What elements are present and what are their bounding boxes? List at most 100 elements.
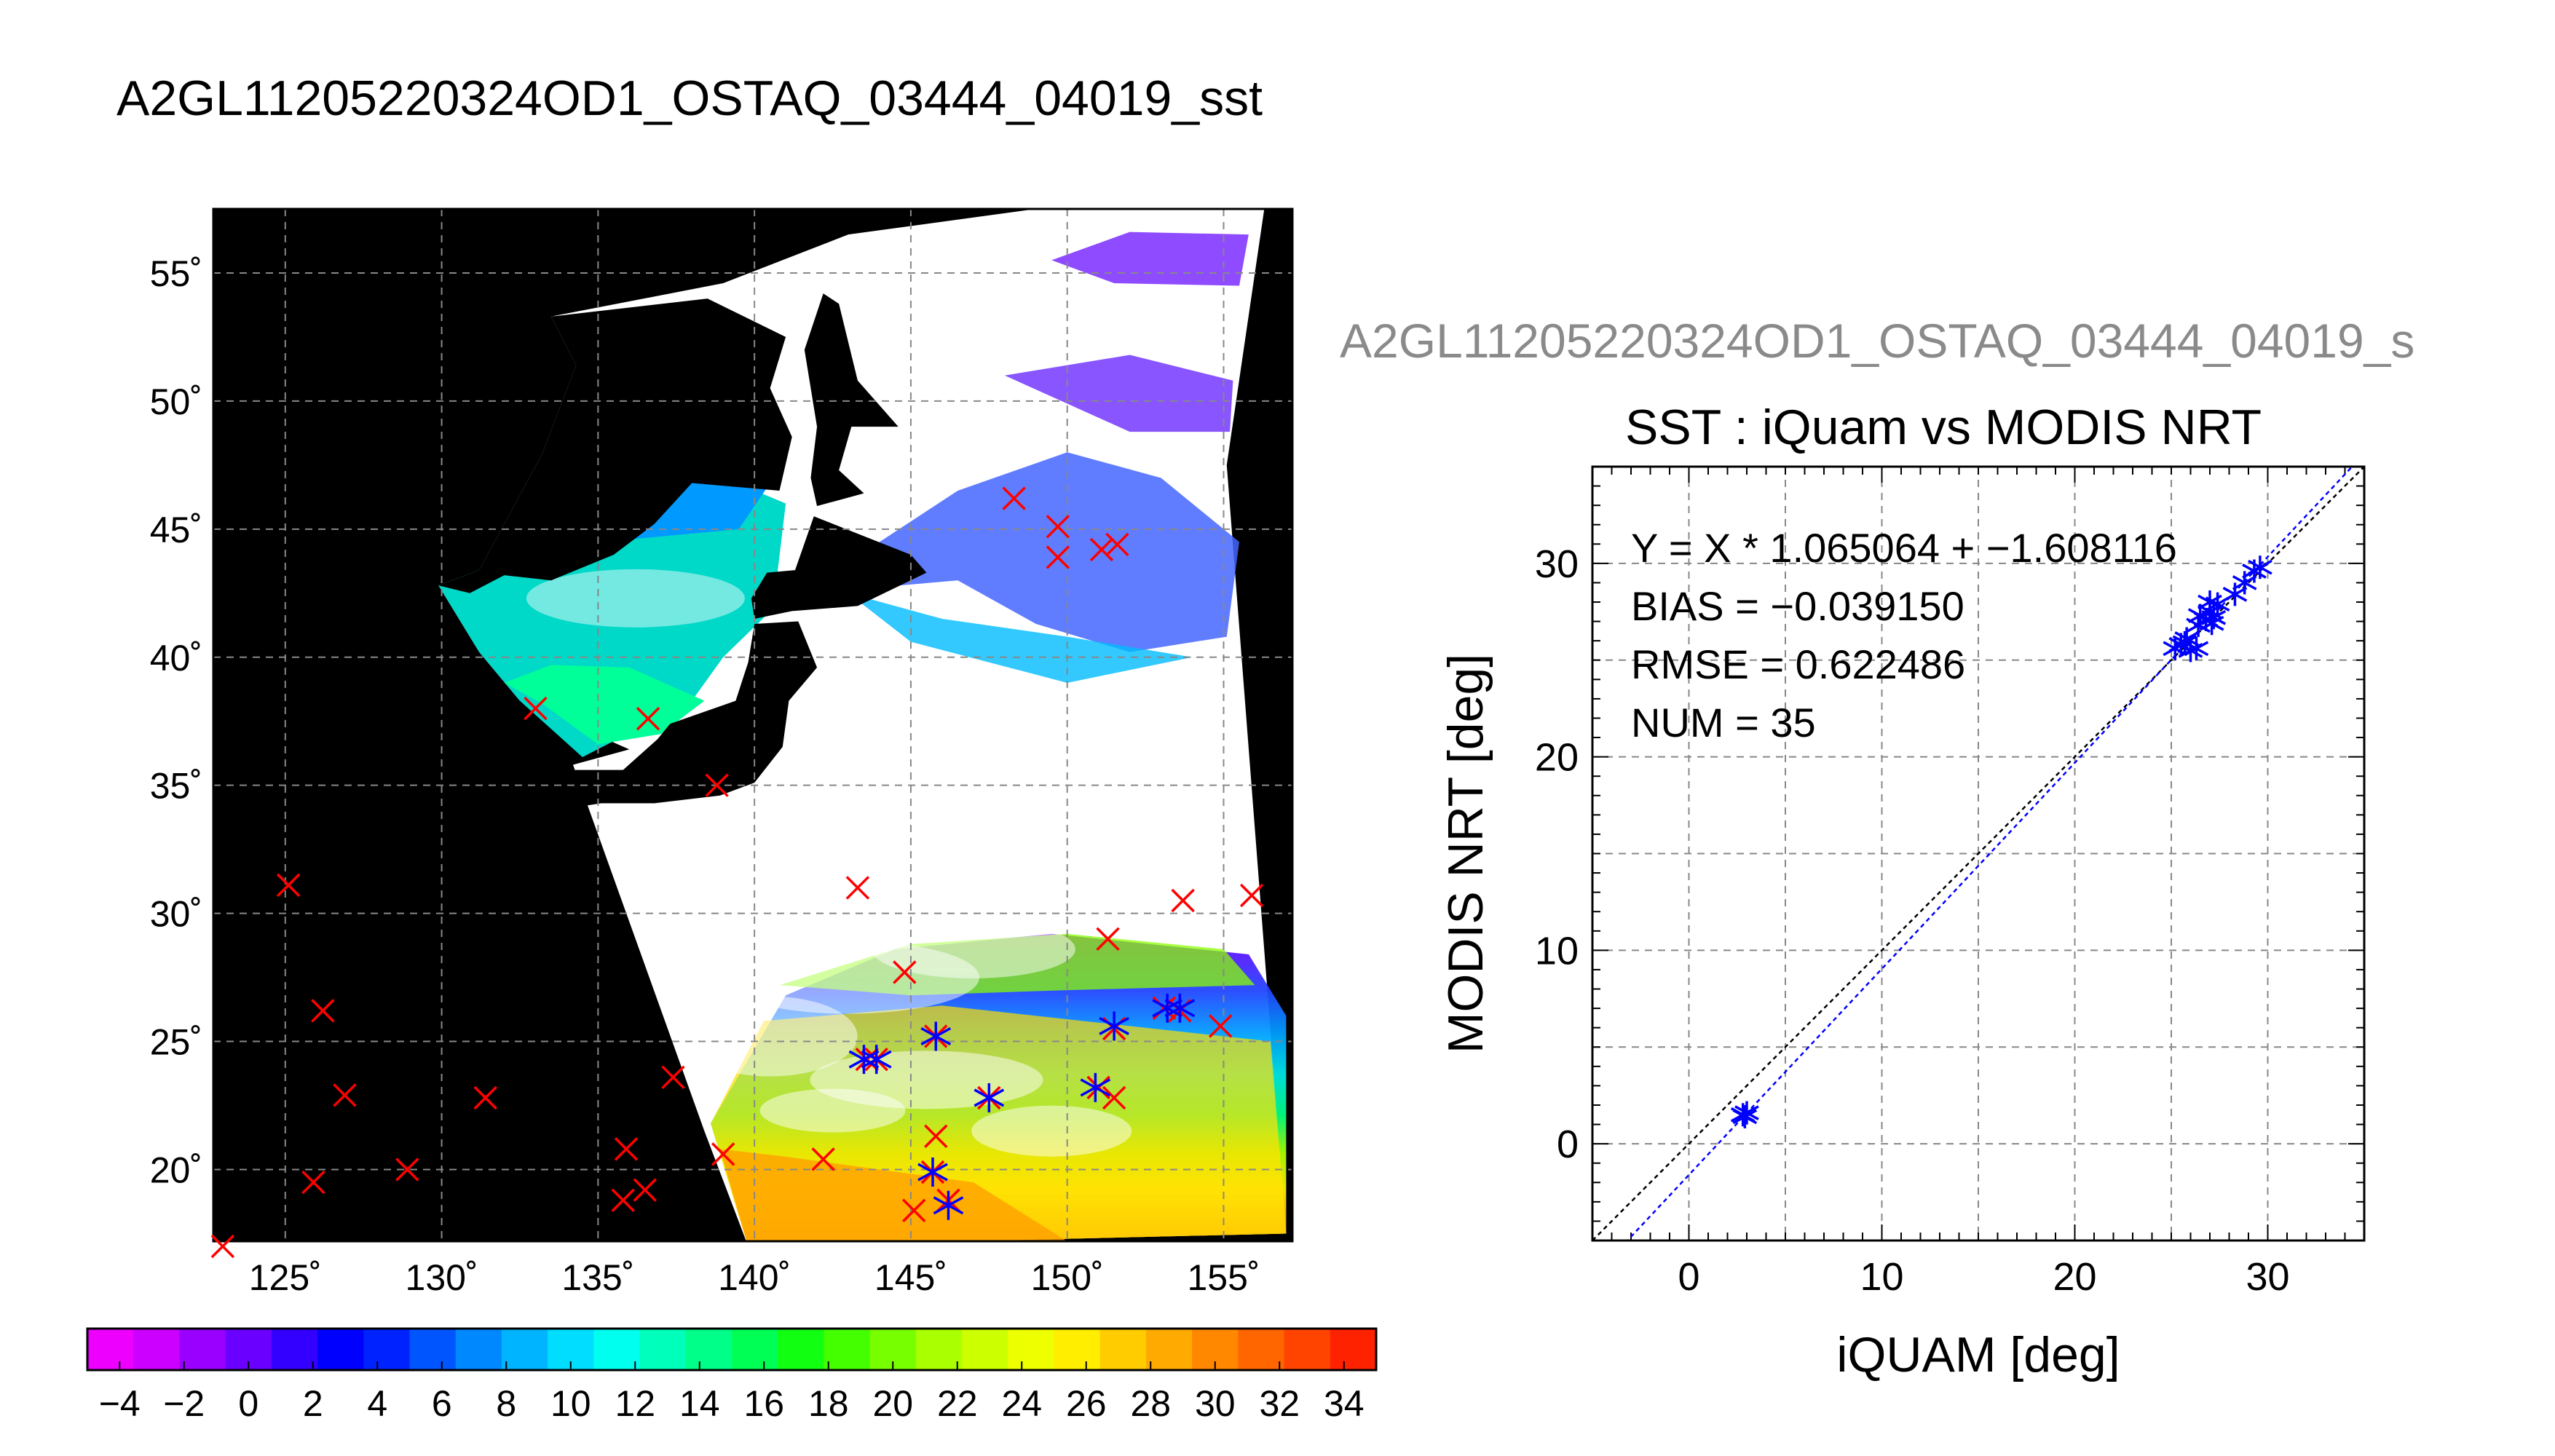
scatter-point: [2186, 613, 2211, 637]
iquam-match-marker: [524, 696, 548, 721]
colorbar-segment: [778, 1329, 824, 1370]
colorbar-tick-label: 24: [1001, 1383, 1042, 1424]
iquam-match-marker: [1096, 927, 1120, 951]
iquam-match-marker: [1208, 1014, 1233, 1038]
colorbar-tick-label: 16: [743, 1383, 784, 1424]
scatter-x-tick-label: 30: [2246, 1255, 2289, 1299]
colorbar-segment: [1284, 1329, 1331, 1370]
scatter-point: [2172, 630, 2197, 654]
lat-tick-label: 40˚: [150, 638, 202, 678]
lon-tick-label: 130˚: [406, 1257, 478, 1298]
iquam-match-marker: [301, 1170, 325, 1195]
colorbar-segment: [317, 1329, 364, 1370]
iquam-match-marker: [1102, 1085, 1126, 1110]
lon-tick-label: 155˚: [1187, 1257, 1260, 1298]
cloud-patch: [871, 919, 1075, 978]
cloud-patch: [759, 1088, 906, 1133]
iquam-match-marker: [276, 873, 301, 898]
scatter-y-tick-label: 0: [1557, 1123, 1579, 1166]
land-mass: [438, 298, 792, 593]
colorbar-tick-label: 0: [238, 1383, 258, 1424]
iquam-match-marker: [1002, 486, 1026, 510]
iquam-match-marker: [473, 1085, 497, 1110]
identity-line: [1592, 467, 2364, 1241]
sst-oyashio: [848, 593, 1193, 683]
overlapping-figure-title: A2GL11205220324OD1_OSTAQ_03444_04019_s: [1340, 314, 2415, 368]
bias-stat: BIAS = −0.039150: [1631, 583, 1964, 629]
iquam-match-marker: [1239, 883, 1264, 908]
colorbar-segment: [1238, 1329, 1285, 1370]
colorbar-segment: [732, 1329, 778, 1370]
land-mass: [479, 621, 818, 814]
iquam-match-marker: [705, 773, 729, 797]
scatter-y-tick-label: 20: [1535, 736, 1579, 780]
lat-tick-label: 20˚: [150, 1150, 202, 1190]
colorbar-tick-label: 32: [1259, 1383, 1300, 1424]
fit-equation: Y = X * 1.065064 + −1.608116: [1631, 525, 2177, 571]
rmse-stat: RMSE = 0.622486: [1631, 641, 1966, 687]
lon-tick-label: 145˚: [874, 1257, 947, 1298]
sst-kuril-cold: [1004, 355, 1233, 432]
iquam-match-marker: [1086, 1075, 1110, 1100]
modis-match-marker: [1080, 1072, 1111, 1102]
colorbar-segment: [593, 1329, 641, 1370]
colorbar-segment: [639, 1329, 687, 1370]
colorbar-tick-label: 18: [808, 1383, 849, 1424]
colorbar-tick-label: 34: [1324, 1383, 1365, 1424]
iquam-match-marker: [311, 999, 335, 1023]
land-mass: [804, 293, 899, 507]
scatter-x-tick-label: 0: [1678, 1255, 1699, 1299]
iquam-match-marker: [845, 876, 870, 900]
colorbar-segment: [685, 1329, 732, 1370]
colorbar-segment: [824, 1329, 871, 1370]
colorbar-frame: [86, 1327, 1378, 1372]
cloud-patch: [682, 996, 858, 1077]
modis-match-marker: [933, 1190, 964, 1220]
colorbar-segment: [179, 1329, 226, 1370]
colorbar-segment: [1099, 1329, 1147, 1370]
scatter-frame: [1591, 465, 2366, 1242]
main-title: A2GL11205220324OD1_OSTAQ_03444_04019_sst: [117, 71, 1263, 126]
colorbar-tick-label: 30: [1195, 1383, 1236, 1424]
colorbar-segment: [455, 1329, 502, 1370]
colorbar-segment: [962, 1329, 1008, 1370]
iquam-match-marker: [811, 1147, 835, 1171]
num-stat: NUM = 35: [1631, 700, 1816, 745]
lon-tick-label: 140˚: [718, 1257, 791, 1298]
iquam-match-marker: [661, 1065, 685, 1090]
modis-match-marker: [974, 1083, 1005, 1112]
colorbar-tick-label: 8: [496, 1383, 516, 1424]
iquam-match-marker: [1171, 888, 1195, 913]
colorbar-tick-label: 12: [615, 1383, 655, 1424]
scatter-point: [1732, 1104, 1758, 1128]
scatter-title: SST : iQuam vs MODIS NRT: [1625, 400, 2262, 455]
iquam-match-marker: [1046, 515, 1070, 539]
map-frame: [212, 207, 1294, 1243]
lon-tick-label: 150˚: [1031, 1257, 1104, 1298]
modis-match-marker: [1152, 993, 1183, 1023]
colorbar-segment: [87, 1329, 134, 1370]
sst-map-figure: 125˚ 130˚ 135˚ 140˚ 145˚ 150˚ 155˚ 20˚ 25˚ 30˚ 35˚…: [86, 207, 1378, 1424]
colorbar-segment: [501, 1329, 548, 1370]
colorbar-tick-label: 28: [1130, 1383, 1171, 1424]
land-mass: [751, 516, 927, 619]
lat-tick-label: 45˚: [150, 510, 202, 550]
scatter-point: [2248, 555, 2272, 579]
iquam-match-marker: [893, 960, 917, 984]
scatter-point: [2197, 590, 2222, 614]
colorbar-segment: [271, 1329, 318, 1370]
colorbar-tick-label: 26: [1066, 1383, 1107, 1424]
colorbar-tick-label: 6: [432, 1383, 452, 1424]
iquam-match-marker: [1105, 532, 1129, 557]
lon-tick-label: 125˚: [249, 1257, 322, 1298]
iquam-match-marker: [633, 1178, 657, 1202]
iquam-match-marker: [1046, 545, 1070, 569]
lat-tick-label: 25˚: [150, 1022, 202, 1063]
scatter-y-tick-label: 30: [1535, 542, 1579, 586]
modis-match-marker: [917, 1157, 948, 1187]
colorbar-tick-label: −2: [163, 1383, 205, 1424]
iquam-match-marker: [210, 1234, 235, 1259]
colorbar-tick-label: 22: [937, 1383, 978, 1424]
scatter-point: [1734, 1101, 1759, 1125]
lat-tick-label: 50˚: [150, 381, 202, 422]
